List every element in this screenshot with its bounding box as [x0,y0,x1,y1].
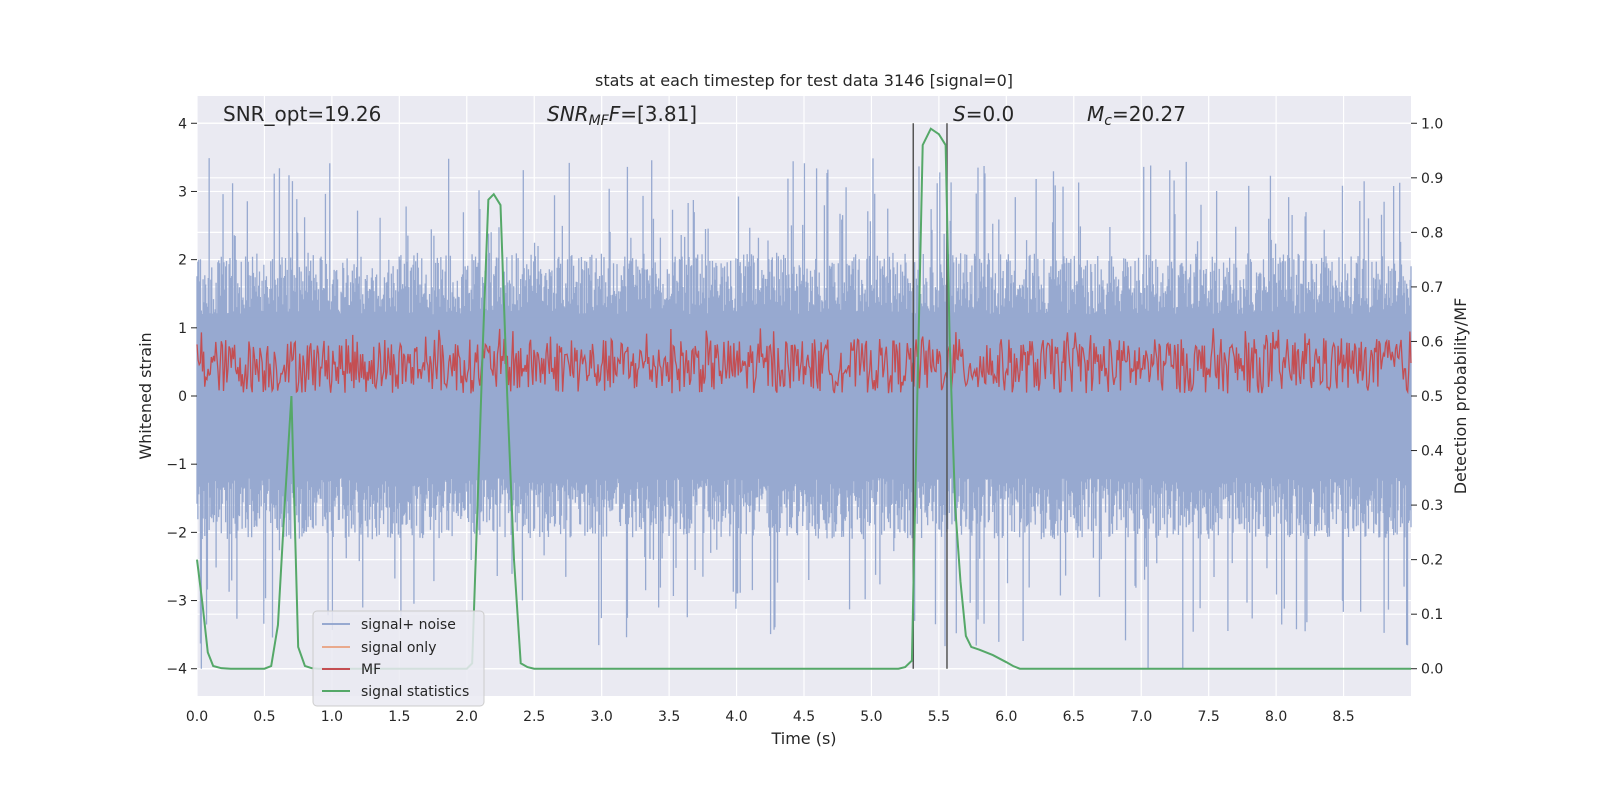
y-tick-label: −4 [166,662,187,678]
x-tick-label: 8.5 [1332,709,1354,725]
noise-series [196,158,1412,669]
legend-box [312,610,485,707]
y-axis-label: Whitened strain [136,332,155,459]
y2-tick-label: 0.8 [1421,225,1443,241]
mc-main: M [1087,102,1104,126]
snr-mf-annotation: SNRMFF=[3.81] [547,102,697,129]
y2-ticks: 1.0 0.9 0.8 0.7 0.6 0.5 0.4 0.3 0.2 0.1 0.0 [1411,116,1443,678]
x-tick-label: 4.5 [793,709,815,725]
x-tick-label: 6.0 [995,709,1017,725]
x-tick-label: 7.5 [1198,709,1220,725]
signal-statistics-line [196,127,1411,670]
x-tick-label: 8.0 [1265,709,1287,725]
y2-tick-label: 0.9 [1421,171,1443,187]
y2-tick-label: 0.4 [1421,444,1443,460]
legend: signal+ noise signal only MF signal stat… [312,610,485,707]
x-tick-label: 5.0 [860,709,882,725]
snr-opt-annotation: SNR_opt=19.26 [223,102,381,126]
x-tick-label: 1.0 [321,709,343,725]
x-tick-label: 2.5 [523,709,545,725]
x-tick-label: 2.0 [456,709,478,725]
y-tick-label: 0 [178,389,187,405]
snr-mf-value: =[3.81] [620,102,697,126]
y-tick-label: −1 [166,457,187,473]
x-tick-label: 6.5 [1063,709,1085,725]
snr-mf-f: F [609,102,621,126]
y2-tick-label: 0.1 [1421,607,1443,623]
x-tick-label: 0.5 [253,709,275,725]
y-ticks: 4 3 2 1 0 −1 −2 −3 −4 [166,116,197,678]
x-tick-label: 7.0 [1130,709,1152,725]
s-value: =0.0 [966,102,1015,126]
mc-annotation: Mc=20.27 [1087,102,1186,129]
x-tick-label: 1.5 [388,709,410,725]
snr-mf-main: SNR [547,102,589,126]
snr-mf-sub: MF [589,113,610,129]
legend-label-mf: MF [361,662,381,678]
noise-core [197,317,1411,475]
signal-statistics-series [196,127,1411,670]
mc-sub: c [1104,113,1112,129]
mc-value: =20.27 [1112,102,1186,126]
y2-axis-label: Detection probability/MF [1451,298,1470,495]
y-tick-label: −3 [166,594,187,610]
s-annotation: S=0.0 [953,102,1014,126]
y2-tick-label: 0.5 [1421,389,1443,405]
y-tick-label: 2 [178,253,187,269]
y2-tick-label: 0.2 [1421,553,1443,569]
mf-series [196,328,1412,395]
y2-tick-label: 0.6 [1421,334,1443,350]
chart-title: stats at each timestep for test data 314… [595,71,1013,90]
legend-label-signal-noise: signal+ noise [361,617,456,633]
legend-label-signal-only: signal only [361,640,436,656]
y2-tick-label: 0.3 [1421,498,1443,514]
x-tick-label: 3.5 [658,709,680,725]
mf-trace [196,328,1412,395]
y-tick-label: −2 [166,525,187,541]
y-tick-label: 1 [178,321,187,337]
y2-tick-label: 0.7 [1421,280,1443,296]
y-tick-label: 3 [178,184,187,200]
x-axis-label: Time (s) [770,729,836,748]
y2-tick-label: 0.0 [1421,662,1443,678]
x-ticks: 0.0 0.5 1.0 1.5 2.0 2.5 3.0 3.5 4.0 4.5 5.0 5.5 6.0 6… [186,709,1355,725]
x-tick-label: 3.0 [591,709,613,725]
y2-tick-label: 1.0 [1421,116,1443,132]
y-tick-label: 4 [178,116,187,132]
s-main: S [953,102,966,126]
x-tick-label: 0.0 [186,709,208,725]
x-tick-label: 5.5 [928,709,950,725]
legend-label-signal-statistics: signal statistics [361,684,469,700]
x-tick-label: 4.0 [725,709,747,725]
